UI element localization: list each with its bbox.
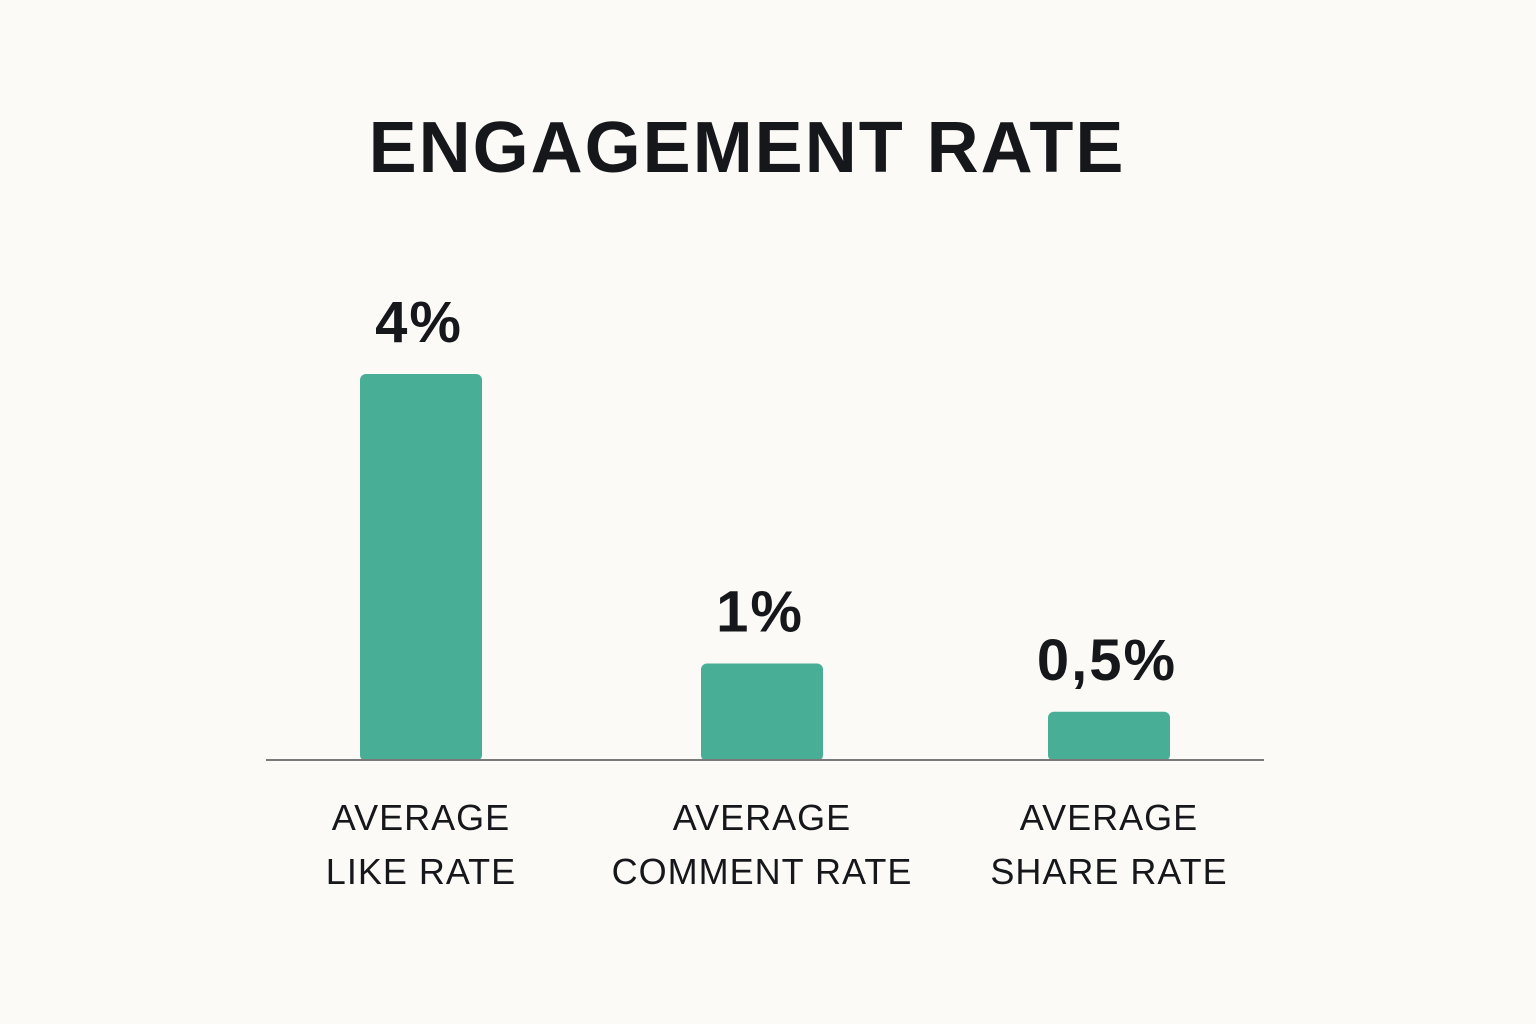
category-label-2-line-2: COMMENT RATE xyxy=(612,851,913,892)
value-labels-layer: 4% 1% 0,5% xyxy=(375,290,1177,693)
category-label-1-line-1: AVERAGE xyxy=(332,797,510,838)
bar-3 xyxy=(1048,711,1170,761)
category-label-3-line-1: AVERAGE xyxy=(1020,797,1198,838)
bar-2 xyxy=(701,663,823,761)
category-label-3-line-2: SHARE RATE xyxy=(990,851,1227,892)
bars-layer xyxy=(360,374,1170,761)
category-labels-layer: AVERAGE LIKE RATE AVERAGE COMMENT RATE AVERA… xyxy=(326,797,1227,892)
value-label-2: 1% xyxy=(716,580,804,645)
category-label-2-line-1: AVERAGE xyxy=(673,797,851,838)
bar-1 xyxy=(360,374,482,761)
value-label-3: 0,5% xyxy=(1037,628,1177,693)
category-label-1-line-2: LIKE RATE xyxy=(326,851,516,892)
chart-title: ENGAGEMENT RATE xyxy=(368,108,1126,188)
value-label-1: 4% xyxy=(375,290,463,355)
